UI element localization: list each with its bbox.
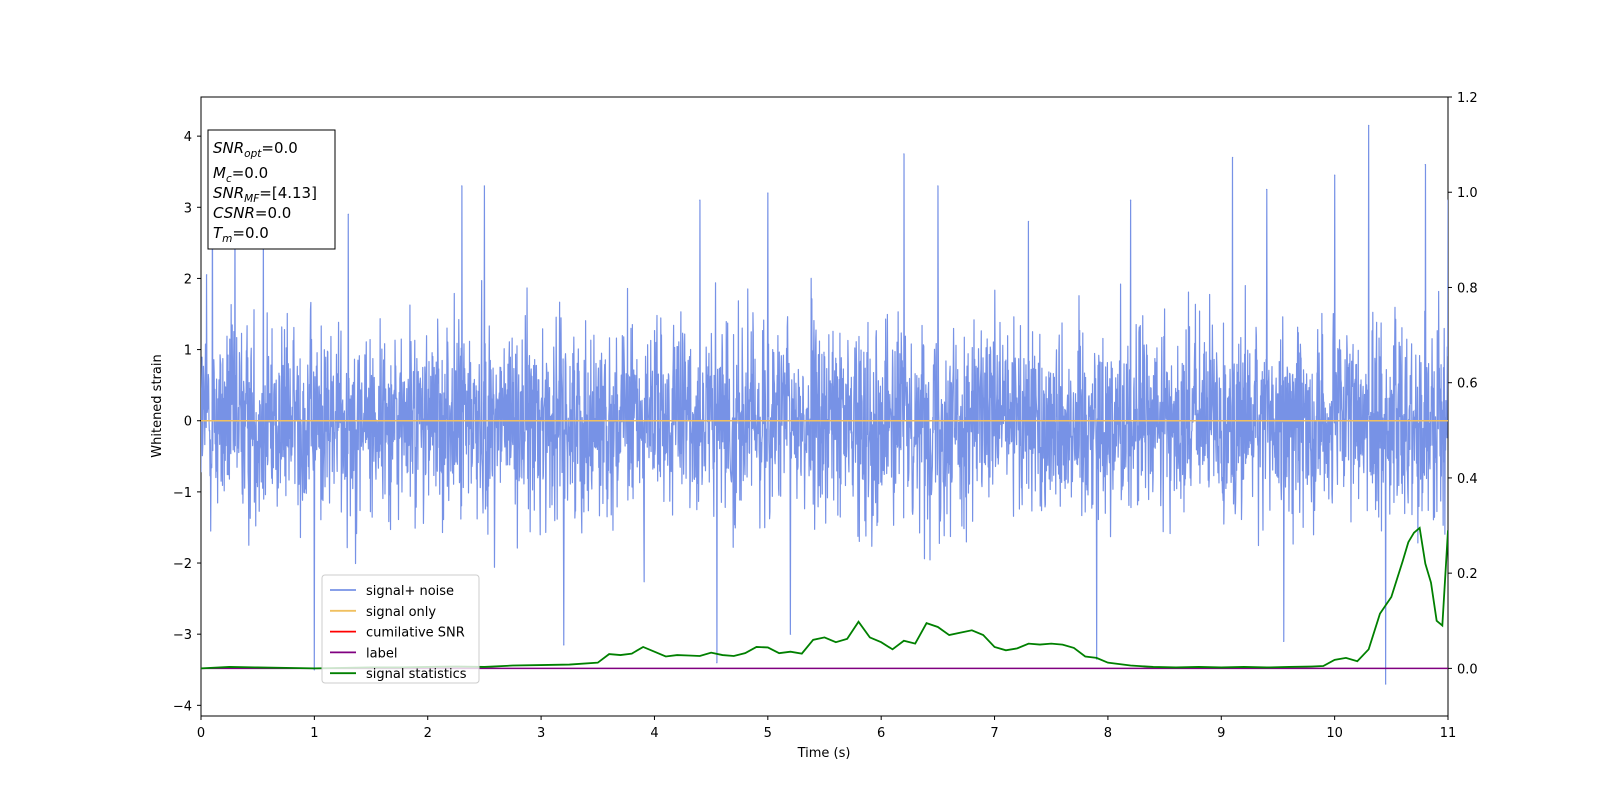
noise-peak-point	[903, 153, 905, 155]
x-tick-label: 2	[424, 726, 432, 741]
x-tick-label: 4	[650, 726, 658, 741]
noise-peak-point	[461, 185, 463, 187]
x-tick-label: 0	[197, 726, 205, 741]
annotation-line: Tm=0.0	[213, 224, 269, 245]
noise-peak-point	[563, 644, 565, 646]
annotation-value: =[4.13]	[259, 184, 317, 202]
noise-peak-point	[937, 185, 939, 187]
noise-peak-point	[1129, 199, 1132, 201]
noise-peak-point	[206, 274, 208, 276]
legend-label: signal statistics	[366, 667, 467, 682]
noise-peak-point	[1447, 199, 1448, 201]
legend-frame	[321, 574, 480, 684]
y-tick-label: −1	[173, 486, 192, 501]
y2-tick-label: 0.0	[1457, 662, 1478, 677]
annotation-value: =0.0	[261, 139, 297, 157]
noise-peak-point	[483, 185, 486, 187]
x-axis-label: Time (s)	[797, 746, 851, 761]
series-signal-statistics	[201, 526, 1448, 670]
annotation-value: =0.0	[232, 224, 268, 242]
y2-tick-label: 0.4	[1457, 472, 1478, 487]
x-tick-label: 6	[877, 726, 885, 741]
legend-label: signal+ noise	[366, 584, 454, 599]
y-tick-label: 0	[184, 415, 192, 430]
noise-peak-point	[1385, 683, 1387, 685]
x-tick-label: 7	[990, 726, 998, 741]
annotation-subscript: opt	[244, 148, 262, 160]
y-axis-label: Whitened strain	[150, 354, 165, 457]
annotation-line: CSNR=0.0	[213, 204, 291, 222]
annotation-value: =0.0	[232, 164, 268, 182]
noise-peak-point	[1266, 188, 1268, 191]
noise-peak-point	[699, 199, 701, 201]
annotation-symbol: SNR	[213, 184, 244, 202]
y-tick-label: 4	[184, 130, 192, 145]
y2-tick-label: 0.8	[1457, 281, 1478, 296]
noise-peak-point	[1283, 640, 1285, 642]
legend: signal+ noise signal only cumilative SNR la…	[321, 574, 480, 684]
annotation-line: SNRMF=[4.13]	[213, 184, 317, 205]
y-tick-label: 1	[184, 344, 192, 359]
annotation-value: =0.0	[255, 204, 291, 222]
y-tick-label: −2	[173, 557, 192, 572]
x-tick-label: 3	[537, 726, 545, 741]
legend-label: cumilative SNR	[366, 626, 465, 641]
x-tick-label: 1	[310, 726, 318, 741]
noise-peak-point	[1334, 174, 1336, 176]
y2-tick-label: 1.0	[1457, 186, 1478, 201]
y-tick-label: 3	[184, 201, 192, 216]
annotation-subscript: m	[222, 233, 232, 245]
annotation-symbol: CSNR	[213, 204, 255, 222]
annotation-subscript: c	[226, 173, 232, 185]
y-tick-label: −4	[173, 699, 192, 714]
annotation-symbol: SNR	[213, 139, 244, 157]
noise-peak-point	[1027, 220, 1030, 223]
x-tick-label: 10	[1326, 726, 1343, 741]
x-tick-label: 11	[1440, 726, 1457, 741]
legend-entries: signal+ noise signal only cumilative SNR la…	[330, 584, 467, 682]
annotation-box: SNRopt=0.0Mc=0.0SNRMF=[4.13]CSNR=0.0Tm=0…	[207, 129, 336, 250]
noise-peak-point	[1232, 156, 1234, 159]
noise-peak-point	[767, 192, 769, 194]
annotation-symbol: M	[213, 164, 226, 182]
annotation-symbol: T	[213, 224, 224, 242]
y-axis-left: −4 −3 −2 −1 0 1 2 3 4	[173, 130, 201, 714]
annotation-lines: SNRopt=0.0Mc=0.0SNRMF=[4.13]CSNR=0.0Tm=0…	[213, 139, 317, 245]
noise-peak-point	[347, 213, 349, 215]
x-tick-label: 8	[1104, 726, 1112, 741]
noise-peak-point	[313, 669, 315, 671]
x-tick-label: 5	[764, 726, 772, 741]
annotation-subscript: MF	[244, 193, 260, 205]
legend-label: signal only	[366, 605, 436, 620]
y2-tick-label: 0.6	[1457, 377, 1478, 392]
annotation-line: Mc=0.0	[213, 164, 268, 185]
x-axis: 0 1 2 3 4 5 6 7 8 9 10 11	[197, 716, 1456, 741]
noise-peak-point	[716, 662, 718, 664]
legend-label: label	[366, 646, 397, 661]
series-signal-noise	[201, 124, 1448, 685]
noise-peak-point	[1424, 163, 1426, 166]
y2-tick-label: 1.2	[1457, 91, 1478, 106]
y-axis-right: 0.0 0.2 0.4 0.6 0.8 1.0 1.2	[1448, 91, 1478, 677]
y-tick-label: −3	[173, 628, 192, 643]
noise-peak-point	[1368, 124, 1370, 127]
annotation-line: SNRopt=0.0	[213, 139, 298, 160]
y2-tick-label: 0.2	[1457, 567, 1478, 582]
annotation-frame	[207, 129, 336, 250]
x-tick-label: 9	[1217, 726, 1225, 741]
y-tick-label: 2	[184, 272, 192, 287]
noise-peak-point	[789, 633, 792, 635]
